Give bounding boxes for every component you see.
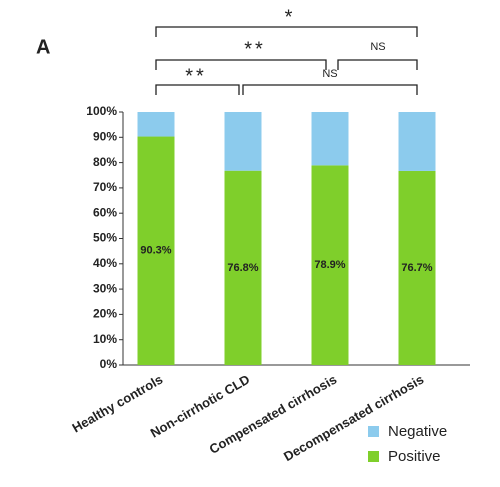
y-tick-label: 80% [93, 155, 117, 169]
bar-segment [311, 112, 349, 166]
significance-bracket [155, 84, 240, 95]
y-tick-label: 40% [93, 256, 117, 270]
significance-label: ** [244, 38, 266, 60]
y-tick-label: 60% [93, 205, 117, 219]
data-label: 76.7% [401, 262, 432, 274]
y-tick-label: 10% [93, 332, 117, 346]
bar-segment [137, 136, 175, 365]
bar-segment [224, 112, 262, 171]
y-tick-label: 70% [93, 180, 117, 194]
legend-label: Negative [388, 423, 447, 440]
bar-segment [311, 165, 349, 365]
y-tick-label: 50% [93, 231, 117, 245]
y-tick-label: 90% [93, 129, 117, 143]
significance-label: NS [370, 41, 385, 53]
significance-bracket [155, 59, 327, 70]
significance-label: ** [185, 65, 207, 87]
bar-segment [224, 170, 262, 365]
legend-label: Positive [388, 448, 441, 465]
bar-segment [398, 112, 436, 171]
data-label: 90.3% [140, 245, 171, 257]
data-label: 76.8% [227, 262, 258, 274]
significance-label: * [285, 6, 296, 28]
y-tick-label: 0% [100, 357, 118, 371]
legend-swatch [368, 426, 379, 437]
significance-bracket [242, 84, 418, 95]
bar-segment [398, 170, 436, 365]
significance-bracket [155, 26, 418, 37]
significance-bracket [337, 59, 418, 70]
bar-segment [137, 112, 175, 137]
data-label: 78.9% [314, 259, 345, 271]
significance-label: NS [322, 68, 337, 80]
panel-label: A [36, 36, 50, 58]
legend-swatch [368, 451, 379, 462]
y-tick-label: 20% [93, 307, 117, 321]
y-tick-label: 100% [86, 104, 117, 118]
y-tick-label: 30% [93, 281, 117, 295]
